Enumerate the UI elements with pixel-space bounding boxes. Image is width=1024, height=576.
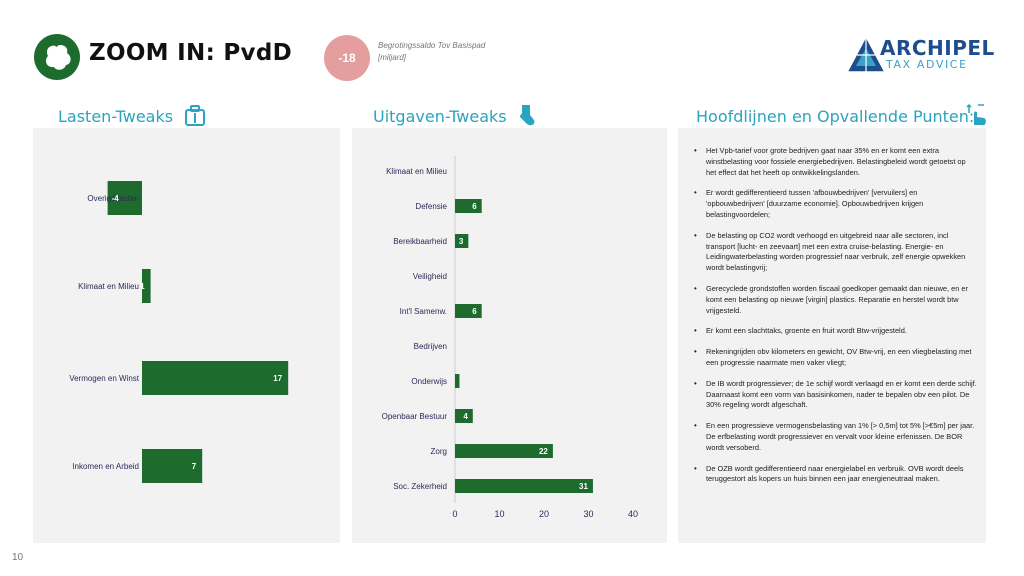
uitgaven-category-label: Int'l Samenw. xyxy=(400,307,447,316)
lasten-category-label: Vermogen en Winst xyxy=(69,374,140,383)
lasten-section-title: Lasten-Tweaks xyxy=(58,107,174,126)
uitgaven-category-label: Veiligheid xyxy=(413,272,447,281)
uitgaven-x-tick-label: 30 xyxy=(583,509,593,519)
lasten-value-label: -4 xyxy=(112,194,120,203)
saldo-label-line2: [miljard] xyxy=(378,53,407,62)
hoofdlijnen-bullet: De OZB wordt gedifferentieerd naar energ… xyxy=(692,464,977,486)
uitgaven-section-title: Uitgaven-Tweaks xyxy=(373,107,507,126)
hoofdlijnen-bullet: Er wordt gedifferentieerd tussen 'afbouw… xyxy=(692,188,977,220)
uitgaven-category-label: Defensie xyxy=(415,202,447,211)
hoofdlijnen-bullet-list: Het Vpb-tarief voor grote bedrijven gaat… xyxy=(692,146,977,495)
uitgaven-value-label: 4 xyxy=(463,412,468,421)
uitgaven-bar xyxy=(455,304,482,318)
archipel-logo-icon xyxy=(848,38,884,73)
uitgaven-bar xyxy=(455,374,460,388)
uitgaven-category-label: Soc. Zekerheid xyxy=(393,482,447,491)
uitgaven-bar xyxy=(455,234,469,248)
saldo-label: Begrotingssaldo Tov Basispad [miljard] xyxy=(378,40,518,64)
uitgaven-value-label: 3 xyxy=(459,237,464,246)
uitgaven-bar xyxy=(455,479,593,493)
brand-subtitle: TAX ADVICE xyxy=(886,58,968,71)
hoofdlijnen-bullet: De belasting op CO2 wordt verhoogd en ui… xyxy=(692,231,977,274)
lasten-chart-panel: Overige lasten -4 Klimaat en Milieu 1 Vermog… xyxy=(33,128,340,543)
uitgaven-x-tick-label: 20 xyxy=(539,509,549,519)
saldo-label-line1: Begrotingssaldo Tov Basispad xyxy=(378,41,486,50)
uitgaven-category-label: Zorg xyxy=(431,447,447,456)
sock-icon xyxy=(519,105,535,126)
lasten-bar xyxy=(142,361,289,395)
uitgaven-x-tick-label: 40 xyxy=(628,509,638,519)
uitgaven-category-label: Bedrijven xyxy=(414,342,447,351)
uitgaven-x-tick-label: 10 xyxy=(494,509,504,519)
lasten-bar xyxy=(107,181,142,215)
lasten-category-label: Klimaat en Milieu xyxy=(78,282,139,291)
uitgaven-x-tick-label: 0 xyxy=(452,509,457,519)
page-number: 10 xyxy=(12,552,24,563)
hand-pointer-icon xyxy=(966,103,986,125)
saldo-badge: -18 xyxy=(324,35,370,81)
lasten-value-label: 7 xyxy=(192,462,197,471)
uitgaven-chart-panel: Klimaat en Milieu Defensie 6 Bereikbaarheid… xyxy=(352,128,667,543)
hoofd-section-title: Hoofdlijnen en Opvallende Punten: xyxy=(696,107,975,126)
uitgaven-value-label: 6 xyxy=(472,307,477,316)
uitgaven-bar xyxy=(455,444,553,458)
page-title: ZOOM IN: PvdD xyxy=(89,40,292,66)
pvdd-logo xyxy=(34,34,80,80)
lasten-bar xyxy=(142,449,203,483)
lasten-category-label: Inkomen en Arbeid xyxy=(72,462,139,471)
brand-name: ARCHIPEL xyxy=(880,36,995,60)
briefcase-icon xyxy=(185,105,205,126)
uitgaven-value-label: 31 xyxy=(579,482,588,491)
uitgaven-value-label: 22 xyxy=(539,447,548,456)
hoofdlijnen-bullet: Het Vpb-tarief voor grote bedrijven gaat… xyxy=(692,146,977,178)
lasten-category-label: Overige lasten xyxy=(87,194,139,203)
uitgaven-bar-chart: Klimaat en Milieu Defensie 6 Bereikbaarheid… xyxy=(382,156,638,519)
lasten-bar-chart: Overige lasten-4 Klimaat en Milieu 1 Vermog… xyxy=(69,181,289,483)
uitgaven-category-label: Bereikbaarheid xyxy=(393,237,447,246)
uitgaven-bar xyxy=(455,409,473,423)
lasten-value-label: 17 xyxy=(273,374,282,383)
hoofdlijnen-bullet: Gerecyclede grondstoffen worden fiscaal … xyxy=(692,284,977,316)
hoofdlijnen-bullet: En een progressieve vermogensbelasting v… xyxy=(692,421,977,453)
uitgaven-value-label: 6 xyxy=(472,202,477,211)
uitgaven-bar xyxy=(455,199,482,213)
uitgaven-category-label: Klimaat en Milieu xyxy=(386,167,447,176)
hoofdlijnen-bullet: De IB wordt progressiever; de 1e schijf … xyxy=(692,379,977,411)
lasten-value-label: 1 xyxy=(140,282,145,291)
hoofdlijnen-bullet: Rekeningrijden obv kilometers en gewicht… xyxy=(692,347,977,369)
hoofdlijnen-bullet: Er komt een slachttaks, groente en fruit… xyxy=(692,326,977,337)
lasten-bar xyxy=(142,269,151,303)
uitgaven-category-label: Openbaar Bestuur xyxy=(382,412,448,421)
uitgaven-category-label: Onderwijs xyxy=(411,377,447,386)
